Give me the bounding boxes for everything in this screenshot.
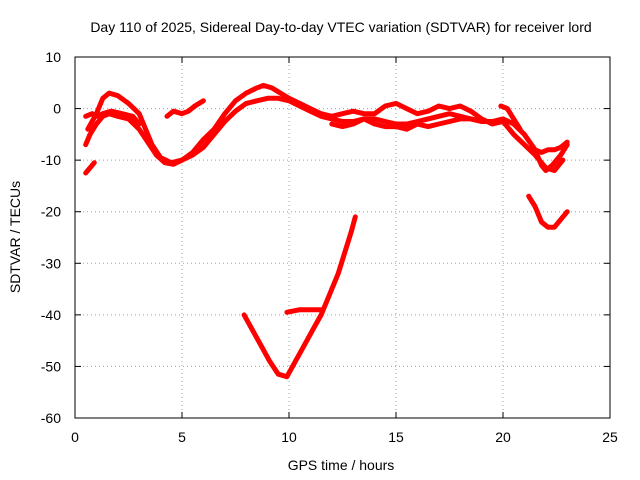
- y-tick-label: -20: [41, 204, 61, 220]
- chart-title: Day 110 of 2025, Sidereal Day-to-day VTE…: [90, 19, 591, 35]
- series-track-b: [85, 82, 566, 173]
- series-track-i: [532, 139, 570, 155]
- series-track-c: [83, 108, 142, 127]
- y-tick-label: -30: [41, 255, 61, 271]
- y-axis-label: SDTVAR / TECUs: [7, 181, 23, 293]
- x-axis-label: GPS time / hours: [288, 457, 395, 473]
- x-tick-label: 15: [388, 429, 404, 445]
- y-tick-label: -60: [41, 410, 61, 426]
- series-track-k: [284, 307, 324, 315]
- plot-frame: [74, 56, 611, 419]
- x-tick-label: 20: [495, 429, 511, 445]
- y-tick-label: -40: [41, 307, 61, 323]
- y-tick-label: -50: [41, 358, 61, 374]
- series-track-j: [241, 214, 358, 380]
- data-series: [83, 82, 570, 380]
- series-track-f: [83, 160, 97, 176]
- series-track-d: [164, 98, 206, 119]
- x-tick-label: 25: [602, 429, 618, 445]
- axis-ticks: 0 5 10 15 20 25 10 0 -10 -20 -30 -40 -50 -60: [41, 49, 618, 445]
- y-tick-label: -10: [41, 152, 61, 168]
- x-tick-label: 5: [178, 429, 186, 445]
- series-track-g: [498, 103, 523, 132]
- series-track-e: [329, 116, 506, 132]
- x-tick-label: 0: [71, 429, 79, 445]
- y-tick-label: 0: [53, 101, 61, 117]
- y-tick-label: 10: [45, 49, 61, 65]
- x-tick-label: 10: [281, 429, 297, 445]
- series-track-h: [526, 193, 570, 230]
